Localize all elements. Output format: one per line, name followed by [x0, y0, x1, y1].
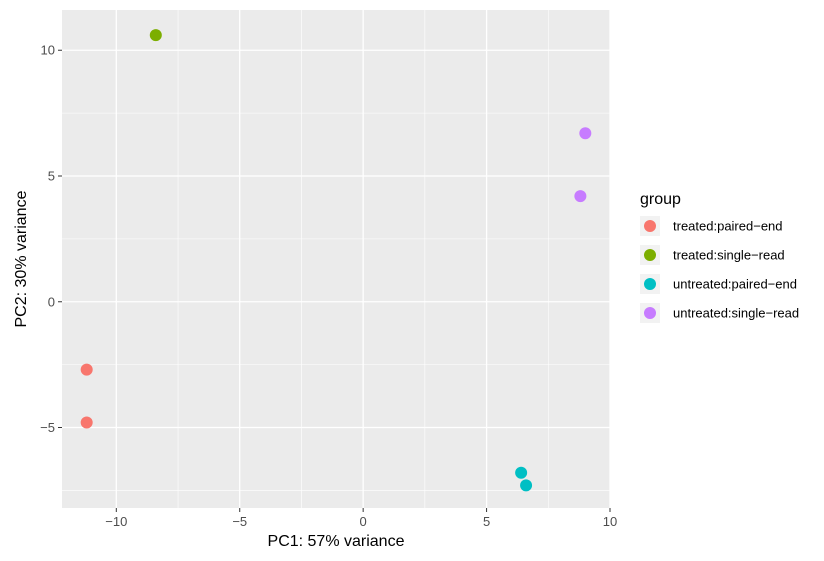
legend-key-dot	[644, 278, 656, 290]
x-tick-label: −5	[232, 514, 247, 529]
plot-panel	[62, 10, 610, 508]
data-point-series-1	[80, 416, 93, 429]
data-point-series-4	[574, 190, 587, 203]
legend-key-dot	[644, 220, 656, 232]
major-gridlines	[62, 10, 611, 508]
x-tick-label: 5	[483, 514, 490, 529]
y-tick-label: −5	[40, 420, 55, 435]
legend-key-dot	[644, 249, 656, 261]
data-point-series-3	[515, 466, 528, 479]
x-axis: −10 −5 0 5 10	[105, 508, 617, 529]
y-axis-title: PC2: 30% variance	[13, 190, 30, 327]
data-points	[80, 29, 592, 492]
legend-label: untreated:paired−end	[673, 277, 797, 292]
data-point-series-3	[520, 479, 533, 492]
legend: group treated:paired−end treated:single−r…	[640, 191, 799, 323]
x-tick-label: −10	[105, 514, 127, 529]
y-tick-label: 5	[48, 169, 55, 184]
minor-gridlines	[62, 10, 610, 508]
y-axis: −5 0 5 10	[40, 43, 62, 435]
data-point-series-4	[579, 127, 592, 140]
legend-key-dot	[644, 307, 656, 319]
legend-label: treated:paired−end	[673, 219, 783, 234]
x-tick-label: 0	[360, 514, 367, 529]
y-tick-label: 0	[48, 294, 55, 309]
x-axis-title: PC1: 57% variance	[268, 533, 405, 550]
legend-label: untreated:single−read	[673, 306, 799, 321]
x-tick-label: 10	[603, 514, 617, 529]
legend-title: group	[640, 191, 681, 208]
data-point-series-1	[80, 363, 93, 376]
data-point-series-2	[149, 29, 162, 42]
legend-label: treated:single−read	[673, 248, 785, 263]
y-tick-label: 10	[41, 43, 55, 58]
